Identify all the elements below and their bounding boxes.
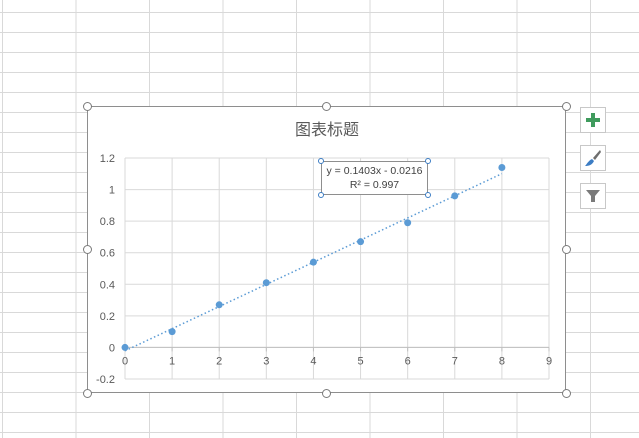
y-tick-label-4: 0.6 — [100, 248, 115, 260]
x-tick-label-3: 3 — [263, 355, 269, 367]
chart-handle-top-right[interactable] — [562, 102, 571, 111]
label-handle-bl[interactable] — [318, 192, 324, 198]
chart-handle-bottom-center[interactable] — [322, 389, 331, 398]
plus-icon — [586, 113, 600, 127]
chart-svg: 图表标题 0 1 2 3 4 5 6 7 8 9 -0.2 0 0.2 0.4 0.6 0.8 1 1.2 — [96, 120, 552, 386]
label-handle-tl[interactable] — [318, 158, 324, 164]
x-tick-label-9: 9 — [546, 355, 552, 367]
label-handle-tr[interactable] — [425, 158, 431, 164]
x-tick-label-1: 1 — [169, 355, 175, 367]
chart-handle-bottom-left[interactable] — [83, 389, 92, 398]
chart-handle-middle-left[interactable] — [83, 245, 92, 254]
chart-area[interactable]: 图表标题 0 1 2 3 4 5 6 7 8 9 -0.2 0 0.2 0.4 0.6 0.8 1 1.2 — [87, 106, 566, 393]
x-axis-tick-labels: 0 1 2 3 4 5 6 7 8 9 — [122, 355, 552, 367]
chart-title[interactable]: 图表标题 — [295, 120, 359, 139]
x-tick-label-4: 4 — [310, 355, 316, 367]
chart-handle-bottom-right[interactable] — [562, 389, 571, 398]
y-tick-label-2: 0.2 — [100, 311, 115, 323]
y-tick-label-6: 1 — [109, 185, 115, 197]
label-handle-br[interactable] — [425, 192, 431, 198]
y-tick-label-0: -0.2 — [96, 374, 115, 386]
chart-handle-top-center[interactable] — [322, 102, 331, 111]
data-point-1 — [168, 328, 176, 336]
x-tick-label-0: 0 — [122, 355, 128, 367]
chart-handle-middle-right[interactable] — [562, 245, 571, 254]
y-tick-label-3: 0.4 — [100, 279, 115, 291]
data-point-0 — [121, 343, 129, 351]
filter-icon — [586, 190, 600, 202]
data-point-3 — [262, 279, 270, 287]
data-point-7 — [451, 192, 459, 200]
trendline-r-squared: R² = 0.997 — [349, 179, 400, 191]
x-tick-label-5: 5 — [357, 355, 363, 367]
chart-filters-button[interactable] — [580, 183, 606, 209]
x-tick-label-7: 7 — [452, 355, 458, 367]
y-tick-label-7: 1.2 — [100, 153, 115, 165]
trendline-equation: y = 0.1403x - 0.0216 — [326, 165, 423, 177]
x-tick-label-6: 6 — [405, 355, 411, 367]
y-axis-tick-labels: -0.2 0 0.2 0.4 0.6 0.8 1 1.2 — [96, 153, 115, 386]
y-tick-label-5: 0.8 — [100, 216, 115, 228]
data-point-5 — [357, 238, 365, 246]
x-tick-label-2: 2 — [216, 355, 222, 367]
data-points — [121, 163, 506, 351]
chart-elements-button[interactable] — [580, 107, 606, 133]
chart-styles-button[interactable] — [580, 145, 606, 171]
data-point-8 — [498, 163, 506, 171]
trendline-label[interactable]: y = 0.1403x - 0.0216 R² = 0.997 — [321, 161, 428, 195]
data-point-2 — [215, 301, 223, 309]
paintbrush-icon — [585, 150, 601, 166]
x-tick-label-8: 8 — [499, 355, 505, 367]
data-point-4 — [309, 258, 317, 266]
chart-handle-top-left[interactable] — [83, 102, 92, 111]
data-point-6 — [404, 219, 412, 227]
y-tick-label-1: 0 — [109, 342, 115, 354]
